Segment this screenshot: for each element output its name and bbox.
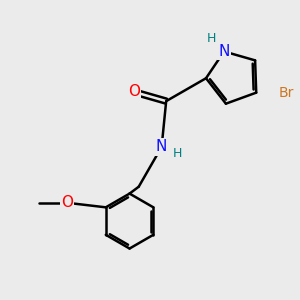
Text: H: H [207, 32, 216, 45]
Text: N: N [156, 140, 167, 154]
Text: Br: Br [279, 85, 295, 100]
Text: O: O [61, 195, 73, 210]
Text: O: O [128, 85, 140, 100]
Text: N: N [218, 44, 230, 59]
Text: H: H [173, 147, 182, 160]
